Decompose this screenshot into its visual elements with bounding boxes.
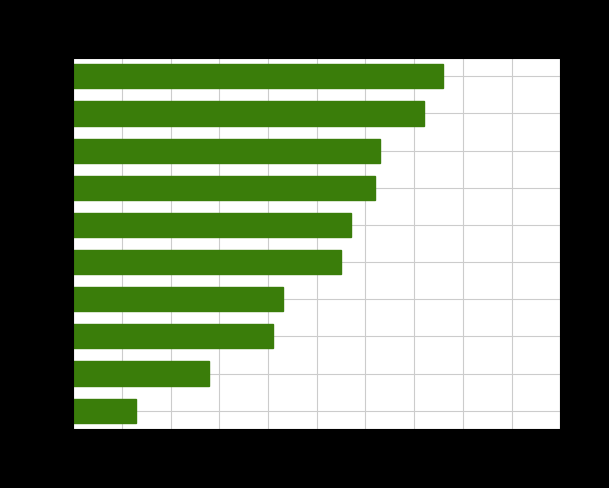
Bar bbox=[73, 287, 283, 312]
Bar bbox=[73, 176, 375, 201]
Bar bbox=[73, 139, 380, 163]
Bar bbox=[73, 362, 209, 386]
Bar bbox=[73, 399, 136, 423]
Bar bbox=[73, 102, 424, 126]
Bar bbox=[73, 325, 273, 349]
Bar bbox=[73, 213, 351, 238]
Bar bbox=[73, 250, 341, 275]
Bar bbox=[73, 65, 443, 89]
